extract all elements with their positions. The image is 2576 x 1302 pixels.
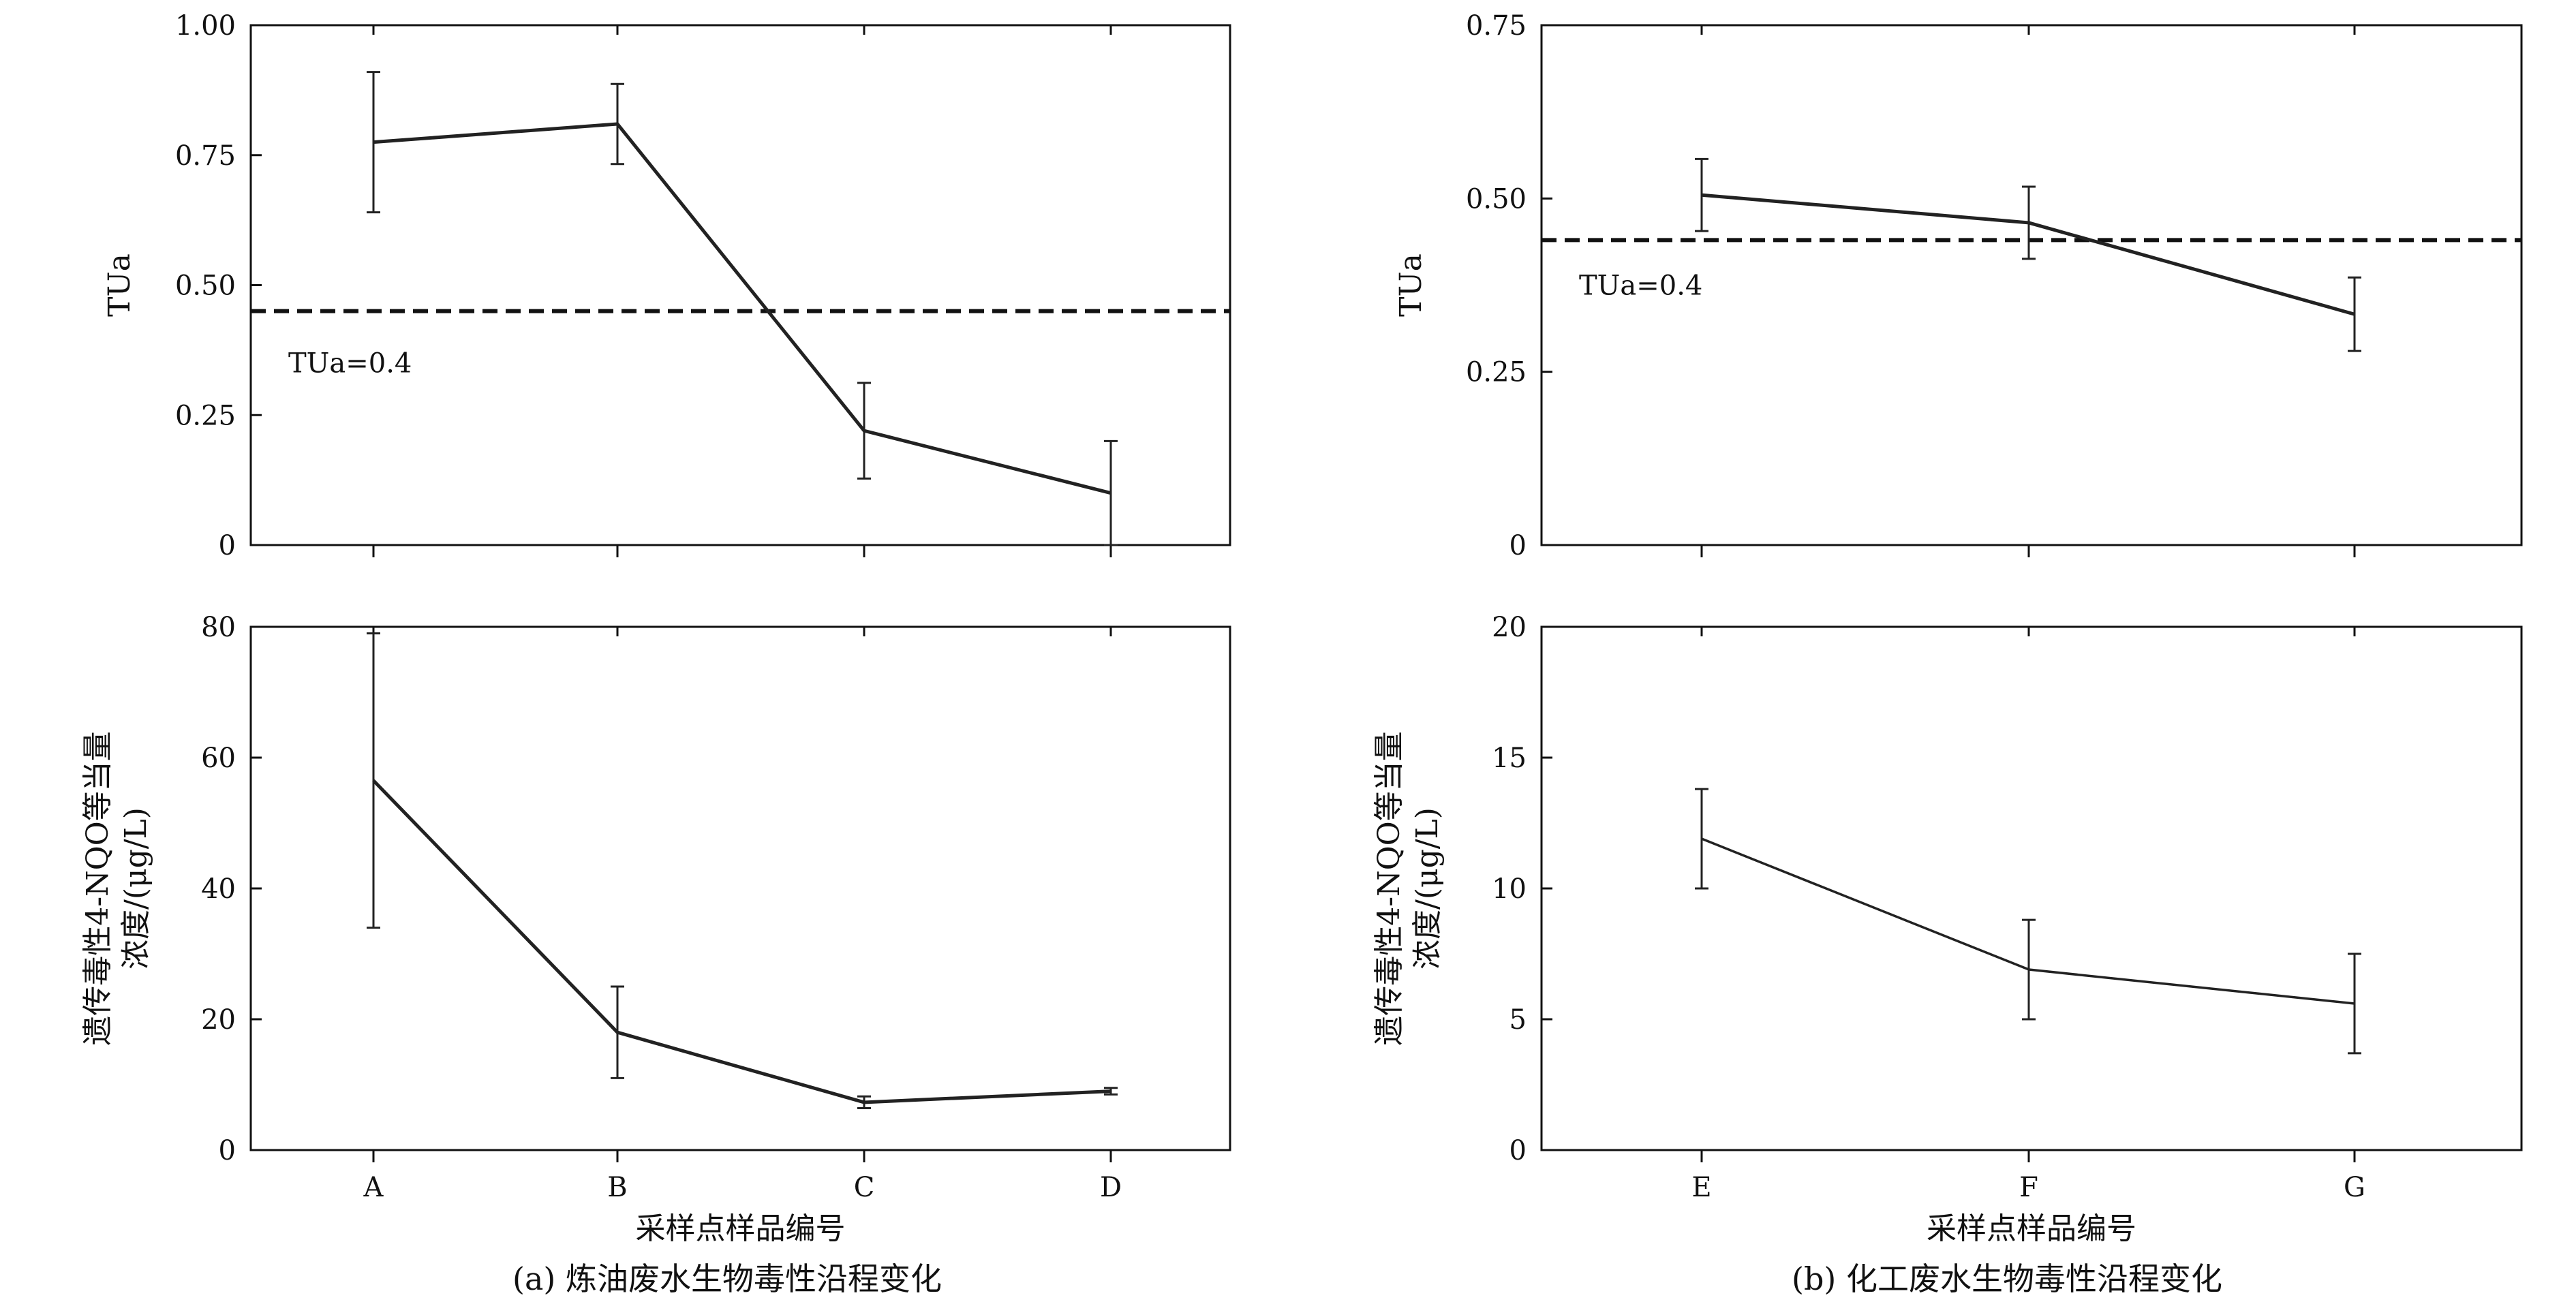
y-axis-title: 浓度/(μg/L)	[119, 807, 153, 970]
reference-line-label: TUa=0.4	[288, 348, 412, 379]
y-tick-label: 20	[201, 1004, 236, 1036]
x-axis-title: 采样点样品编号	[636, 1211, 846, 1246]
y-tick-label: 0.25	[1466, 357, 1527, 388]
y-axis-title: 遗传毒性4-NQO等当量	[80, 731, 115, 1046]
y-tick-label: 0	[1509, 530, 1527, 561]
x-tick-label: G	[2344, 1172, 2365, 1203]
x-tick-label: E	[1691, 1172, 1711, 1203]
plot-frame	[1540, 625, 2523, 1151]
y-axis-title: 遗传毒性4-NQO等当量	[1372, 731, 1407, 1046]
plot-frame	[249, 24, 1231, 546]
reference-line-label: TUa=0.4	[1579, 270, 1702, 301]
y-axis-title: TUa	[1394, 253, 1428, 317]
x-tick-label: D	[1100, 1172, 1122, 1203]
series-line	[373, 122, 1111, 495]
y-tick-label: 15	[1492, 743, 1527, 774]
y-tick-label: 5	[1509, 1004, 1527, 1036]
y-axis-title: 浓度/(μg/L)	[1410, 807, 1445, 970]
y-tick-label: 1.00	[175, 10, 236, 42]
panel-b-toxicity-chart: 0 0.25 0.50 0.75 TUa TUa=0.4	[1394, 10, 2523, 561]
x-tick-label: A	[363, 1172, 384, 1203]
y-tick-label: 0	[1509, 1135, 1527, 1166]
x-axis-title: 采样点样品编号	[1927, 1211, 2136, 1246]
y-tick-label: 0.75	[1466, 10, 1527, 42]
plot-frame	[1540, 24, 2523, 546]
plot-frame	[249, 625, 1231, 1151]
x-tick-label: C	[854, 1172, 875, 1203]
y-tick-label: 0.75	[175, 140, 236, 172]
panel-a-toxicity-chart: 0 0.25 0.50 0.75 1.00 TUa TUa=0.4	[102, 10, 1231, 561]
x-tick-label: B	[607, 1172, 627, 1203]
panel-a-genotoxicity-chart: 0 20 40 60 80 A B C D 遗传毒性4-NQO等当量 浓度/(μg/L) 采样点样品编…	[80, 612, 1231, 1246]
x-tick-label: F	[2019, 1172, 2038, 1203]
y-tick-label: 80	[201, 612, 236, 643]
y-tick-label: 40	[201, 873, 236, 905]
y-axis-title: TUa	[102, 253, 137, 317]
y-tick-label: 0.50	[1466, 183, 1527, 215]
y-tick-label: 60	[201, 743, 236, 774]
y-tick-label: 0	[219, 1135, 236, 1166]
caption-a: (a) 炼油废水生物毒性沿程变化	[512, 1260, 942, 1297]
y-tick-label: 10	[1492, 873, 1527, 905]
y-tick-label: 0.50	[175, 270, 236, 302]
series-line	[372, 779, 1111, 1104]
y-tick-label: 20	[1492, 612, 1527, 643]
panel-b-genotoxicity-chart: 0 5 10 15 20 E F G 遗传毒性4-NQO等当量 浓度/(μg/L) 采样点样品编号	[1372, 612, 2523, 1246]
y-tick-label: 0	[219, 530, 236, 561]
caption-b: (b) 化工废水生物毒性沿程变化	[1792, 1260, 2222, 1297]
y-tick-label: 0.25	[175, 400, 236, 431]
